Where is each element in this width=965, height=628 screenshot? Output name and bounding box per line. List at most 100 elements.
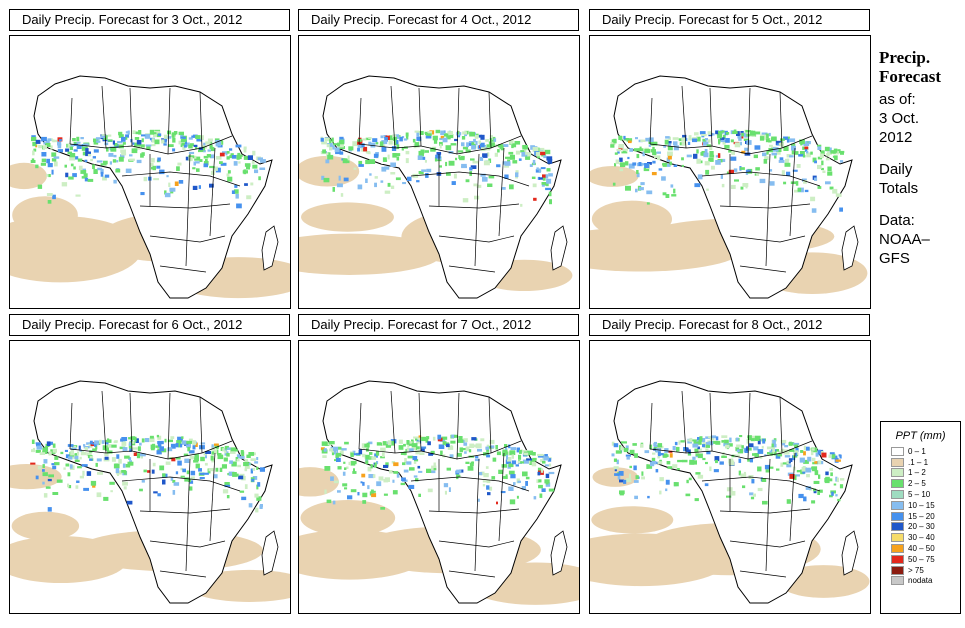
precip-cell — [709, 438, 715, 441]
precip-cell — [805, 486, 811, 490]
precip-cell — [740, 473, 747, 478]
precip-cell — [504, 444, 508, 448]
precip-cell — [125, 464, 131, 468]
precip-cell — [542, 176, 546, 181]
precip-cell — [545, 174, 549, 179]
precip-cell — [508, 486, 514, 491]
precip-cell — [665, 488, 668, 492]
country-border — [418, 392, 422, 452]
precip-cell — [224, 484, 231, 488]
country-border — [448, 570, 496, 578]
precip-cell — [348, 461, 351, 466]
precip-cell — [446, 135, 451, 140]
precip-cell — [336, 452, 342, 457]
precip-cell — [125, 134, 129, 138]
precip-cell — [205, 159, 208, 162]
precip-cell — [178, 442, 181, 448]
precip-cell — [224, 445, 229, 450]
precip-cell — [431, 468, 436, 474]
precip-cell — [775, 140, 782, 146]
precip-cell — [697, 446, 700, 450]
precip-cell — [68, 456, 73, 460]
precip-cell — [180, 138, 187, 143]
precip-cell — [178, 131, 184, 136]
precip-cell — [196, 168, 200, 172]
precip-cell — [651, 457, 656, 463]
precip-map — [298, 340, 580, 614]
precip-cell — [516, 447, 520, 453]
precip-cell — [540, 147, 545, 150]
precip-cell — [198, 185, 201, 189]
precip-cell — [200, 442, 206, 445]
precip-cell — [188, 137, 193, 140]
precip-cell — [461, 142, 465, 147]
precip-cell — [638, 162, 642, 166]
precip-cell — [491, 476, 496, 480]
precip-cell — [80, 137, 84, 140]
precip-cell — [817, 164, 822, 170]
precip-cell — [121, 441, 127, 446]
precip-cell — [118, 134, 124, 138]
precip-cell — [520, 203, 523, 207]
precip-cell — [171, 457, 176, 462]
precip-cell — [509, 499, 516, 505]
precip-cell — [776, 148, 782, 152]
precip-cell — [320, 137, 324, 142]
precip-cell — [393, 462, 399, 467]
precip-cell — [149, 437, 155, 443]
precip-cell — [625, 161, 629, 166]
country-border — [474, 153, 480, 267]
precip-cell — [527, 450, 534, 456]
precip-cell — [528, 152, 532, 157]
precip-cell — [783, 449, 790, 455]
precip-cell — [362, 453, 366, 458]
precip-cell — [442, 137, 448, 143]
precip-cell — [714, 456, 720, 462]
precip-cell — [194, 156, 201, 161]
precip-cell — [497, 149, 500, 153]
precip-cell — [781, 443, 786, 446]
precip-cell — [382, 157, 387, 162]
precip-cell — [759, 456, 763, 459]
precip-cell — [198, 468, 202, 472]
precip-map — [9, 35, 291, 309]
asof-date-line1: 3 Oct. — [879, 110, 920, 127]
precip-cell — [459, 447, 464, 453]
precip-cell — [334, 147, 340, 153]
precip-cell — [68, 176, 74, 180]
precip-cell — [703, 152, 709, 158]
precip-cell — [194, 453, 199, 458]
precip-cell — [728, 149, 732, 153]
precip-cell — [540, 468, 544, 473]
precip-cell — [204, 462, 208, 466]
precip-cell — [383, 479, 389, 483]
precip-cell — [757, 487, 763, 492]
precip-cell — [77, 158, 83, 162]
precip-cell — [619, 168, 624, 172]
precip-cell — [791, 143, 796, 146]
precip-cell — [130, 139, 133, 143]
precip-cell — [638, 187, 644, 191]
precip-cell — [474, 195, 480, 200]
precip-cell — [636, 154, 640, 159]
precip-cell — [414, 130, 420, 133]
precip-cell — [132, 130, 136, 134]
country-border — [199, 396, 203, 454]
precip-cell — [729, 437, 732, 443]
precip-cell — [41, 136, 47, 142]
precip-cell — [753, 154, 758, 159]
precip-cell — [735, 446, 740, 452]
precip-cell — [153, 134, 157, 138]
precip-cell — [633, 148, 640, 152]
precip-cell — [74, 453, 79, 456]
precip-cell — [196, 138, 202, 142]
precip-cell — [839, 484, 844, 489]
precip-cell — [830, 150, 836, 154]
precip-cell — [828, 454, 831, 458]
precip-cell — [381, 166, 387, 172]
legend-label: 30 – 40 — [908, 533, 935, 543]
precip-cell — [366, 447, 369, 452]
precip-cell — [344, 487, 348, 490]
precip-cell — [446, 467, 451, 471]
precip-cell — [42, 464, 45, 468]
